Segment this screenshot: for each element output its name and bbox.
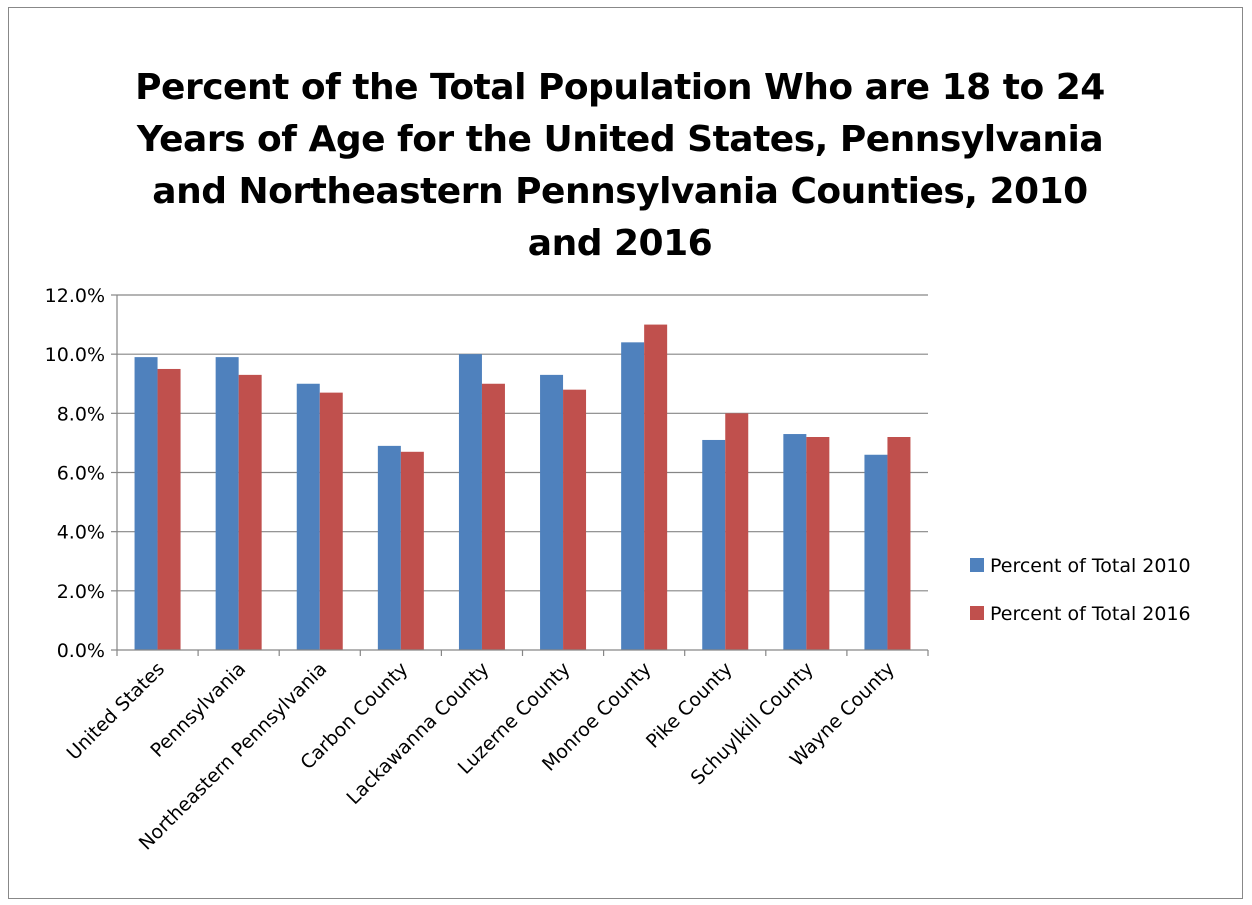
y-tick-label: 2.0% (57, 581, 105, 603)
bar-series-2 (644, 324, 668, 650)
y-tick-label: 0.0% (57, 640, 105, 662)
y-tick-label: 10.0% (45, 344, 105, 366)
y-tick-label: 6.0% (57, 463, 105, 485)
bar-series-2 (481, 383, 505, 650)
bar-series-1 (702, 439, 726, 650)
chart-title: Percent of the Total Population Who are … (135, 67, 1105, 264)
bar-series-1 (540, 374, 564, 650)
y-tick-label: 12.0% (45, 285, 105, 307)
bar-series-2 (725, 413, 749, 650)
y-tick-label: 8.0% (57, 403, 105, 425)
bar-series-2 (806, 437, 830, 650)
x-tick-label: Lackawanna County (342, 658, 493, 809)
legend-swatch (970, 558, 984, 572)
bar-series-1 (215, 357, 239, 650)
legend: Percent of Total 2010 Percent of Total 20… (970, 555, 1191, 625)
bar-series-1 (296, 383, 320, 650)
bar-series-2 (157, 368, 181, 650)
bar-series-2 (887, 437, 911, 650)
bar-series-1 (377, 445, 401, 650)
y-axis-tick-labels: 0.0% 2.0% 4.0% 6.0% 8.0% 10.0% 12.0% (45, 285, 105, 662)
bar-series-1 (783, 434, 807, 650)
bar-series-1 (621, 342, 645, 650)
bar-series-2 (563, 389, 587, 650)
bar-series-2 (400, 451, 424, 650)
bar-series-2 (319, 392, 343, 650)
legend-swatch (970, 606, 984, 620)
axes (111, 294, 929, 656)
bar-series-1 (458, 354, 482, 650)
y-tick-label: 4.0% (57, 522, 105, 544)
bars (134, 324, 911, 650)
bar-series-1 (864, 454, 888, 650)
legend-label: Percent of Total 2016 (990, 603, 1191, 625)
legend-label: Percent of Total 2010 (990, 555, 1191, 577)
bar-series-1 (134, 357, 158, 650)
bar-series-2 (238, 374, 262, 650)
